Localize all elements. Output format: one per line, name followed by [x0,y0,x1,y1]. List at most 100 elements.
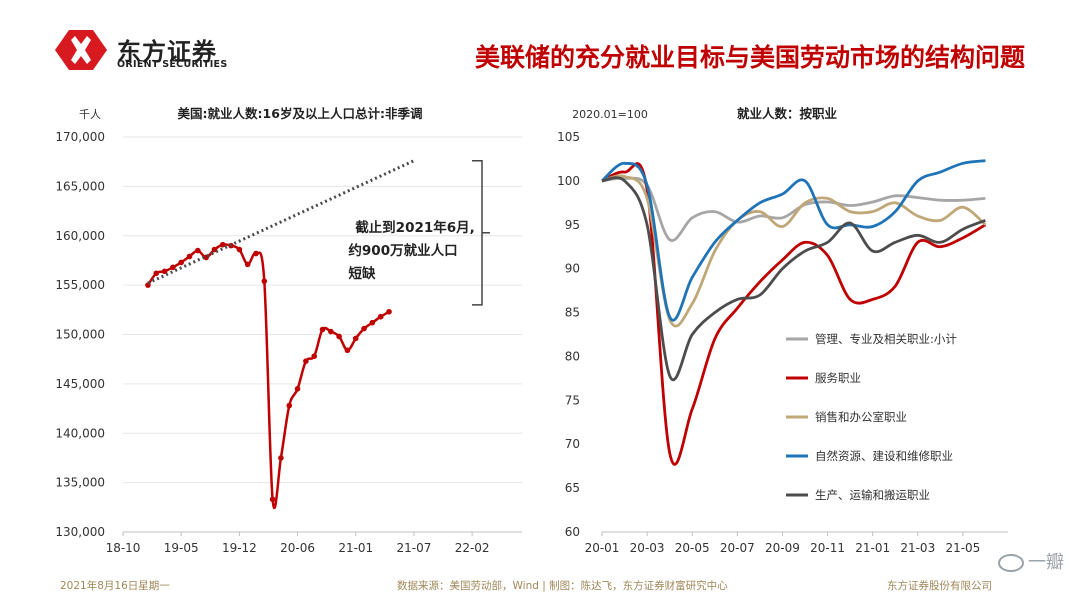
data-point [178,259,184,266]
y-tick-label: 75 [565,393,580,407]
wechat-icon [998,554,1024,572]
x-tick-label: 20-11 [810,541,845,555]
page-title: 美联储的充分就业目标与美国劳动市场的结构问题 [474,43,1025,72]
left-chart-title: 美国:就业人数:16岁及以上人口总计:非季调 [178,106,423,121]
chart-total-employment: 千人 美国:就业人数:16岁及以上人口总计:非季调 130,000 135,000… [55,106,522,555]
trend-line [147,159,415,285]
data-point [369,319,376,326]
data-point [195,247,201,254]
x-tick-label: 21-01 [338,541,373,555]
data-point [344,347,351,354]
y-tick-label: 130,000 [55,525,105,539]
data-point [153,270,160,277]
y-tick-label: 100 [557,174,580,188]
y-tick-label: 155,000 [55,278,105,292]
right-chart-title: 就业人数：按职业 [737,106,838,121]
y-tick-label: 90 [565,262,580,276]
data-point [377,313,384,320]
legend-label: 销售和办公室职业 [815,410,907,424]
annotation-line: 截止到2021年6月, [355,219,475,236]
x-tick-label: 20-05 [675,541,710,555]
charts-area: 千人 美国:就业人数:16岁及以上人口总计:非季调 130,000 135,000… [55,106,1008,555]
series-line [601,159,986,322]
right-y-ticks: 60 65 70 75 80 85 90 95 100 105 [557,130,1008,539]
x-tick-label: 21-05 [945,541,980,555]
y-tick-label: 145,000 [55,377,105,391]
y-tick-label: 65 [565,481,580,495]
left-annotation: 截止到2021年6月, 约900万就业人口 短缺 [348,159,490,306]
left-series [145,159,415,510]
y-tick-label: 135,000 [55,476,105,490]
data-point [253,250,259,257]
x-tick-label: 19-12 [222,541,257,555]
x-tick-label: 21-03 [900,541,935,555]
series-line [601,176,986,381]
data-point [294,386,301,392]
x-tick-label: 20-07 [720,541,755,555]
y-tick-label: 60 [565,525,580,539]
chart-by-occupation: 2020.01=100 就业人数：按职业 60 65 70 75 80 85 90 95 100… [557,106,1008,555]
annotation-line: 短缺 [349,265,376,282]
orient-diamond-icon [55,30,107,70]
data-point [311,353,317,360]
x-tick-label: 21-07 [397,541,432,555]
footer-source: 数据来源：美国劳动部，Wind | 制图：陈达飞，东方证券财富研究中心 [397,580,728,592]
x-tick-label: 20-03 [630,541,665,555]
left-x-ticks: 18-10 19-05 19-12 20-06 21-01 21-07 22-02 [106,532,490,555]
left-grid [123,136,522,533]
legend-label: 服务职业 [815,371,861,385]
left-unit-label: 千人 [79,108,101,121]
data-point [286,402,293,409]
data-point [161,268,168,275]
data-point [328,328,334,335]
annotation-line: 约900万就业人口 [348,242,457,259]
data-point [352,335,359,342]
data-point [186,253,193,260]
y-tick-label: 80 [565,349,580,363]
data-point [386,308,392,315]
right-unit-label: 2020.01=100 [572,108,648,121]
y-tick-label: 105 [557,130,580,144]
y-tick-label: 85 [565,306,580,320]
data-point [303,358,309,364]
data-point [170,264,176,271]
logo-cn-text: 东方证券 [117,38,217,66]
y-tick-label: 165,000 [55,179,105,193]
y-tick-label: 150,000 [55,328,105,342]
y-tick-label: 160,000 [55,229,105,243]
right-x-ticks: 20-01 20-03 20-05 20-07 20-09 20-11 21-01 21-03… [585,532,980,555]
data-point [269,496,276,503]
logo-en-text: ORIENT SECURITIES [117,59,228,70]
data-point [319,326,326,333]
series-line [601,162,987,466]
data-point [278,455,284,461]
footer-company: 东方证券股份有限公司 [887,580,992,592]
legend-label: 生产、运输和搬运职业 [815,488,930,502]
y-tick-label: 95 [565,218,580,232]
x-tick-label: 20-09 [765,541,800,555]
employment-line [146,243,390,510]
data-point [236,246,243,253]
x-tick-label: 20-01 [585,541,620,555]
y-tick-label: 70 [565,437,580,451]
x-tick-label: 19-05 [164,541,199,555]
company-logo: 东方证券 ORIENT SECURITIES [55,30,255,72]
data-point [336,333,342,340]
series-line [601,176,986,242]
right-series [601,159,987,466]
watermark: 一瓣 [998,548,1064,574]
data-point [219,241,226,248]
y-tick-label: 140,000 [55,426,105,440]
x-tick-label: 20-06 [280,541,315,555]
footer-date: 2021年8月16日星期一 [60,580,170,592]
x-tick-label: 22-02 [455,541,490,555]
x-tick-label: 21-01 [855,541,890,555]
data-point [261,278,268,284]
right-legend: 管理、专业及相关职业:小计服务职业销售和办公室职业自然资源、建设和维修职业生产、… [786,332,957,502]
x-tick-label: 18-10 [106,541,141,555]
left-y-ticks: 130,000 135,000 140,000 145,000 150,000 155,0… [55,130,105,539]
watermark-text: 一瓣 [1028,552,1064,573]
data-point [361,325,367,332]
legend-label: 管理、专业及相关职业:小计 [815,332,957,346]
